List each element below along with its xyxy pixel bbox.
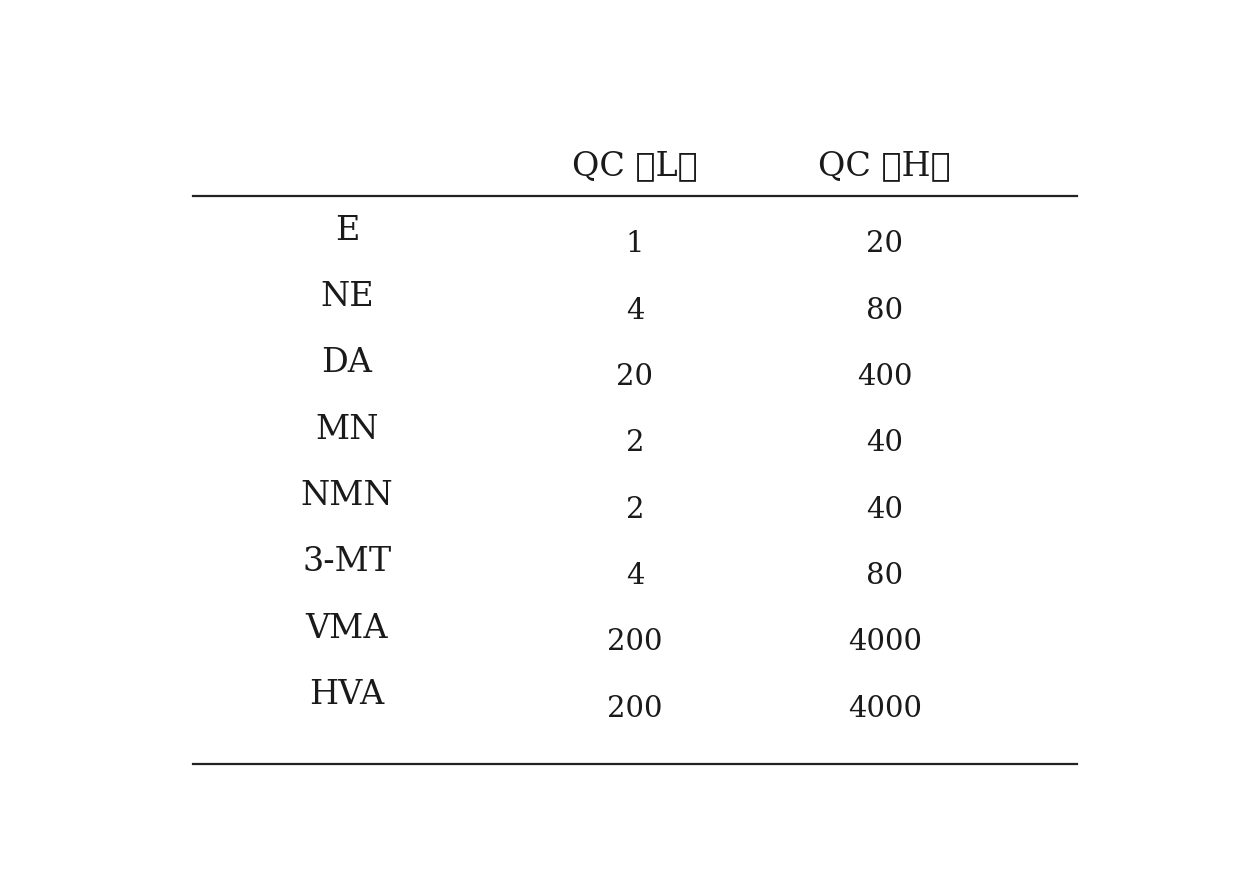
Text: 4000: 4000 xyxy=(847,628,922,656)
Text: 80: 80 xyxy=(866,561,903,589)
Text: 20: 20 xyxy=(866,230,903,258)
Text: DA: DA xyxy=(321,347,373,379)
Text: QC （H）: QC （H） xyxy=(818,150,952,183)
Text: 4: 4 xyxy=(626,296,644,324)
Text: NMN: NMN xyxy=(301,479,393,511)
Text: 400: 400 xyxy=(857,363,912,391)
Text: 4000: 4000 xyxy=(847,694,922,722)
Text: VMA: VMA xyxy=(306,612,388,644)
Text: MN: MN xyxy=(315,414,379,445)
Text: NE: NE xyxy=(320,281,374,313)
Text: HVA: HVA xyxy=(310,678,384,710)
Text: 200: 200 xyxy=(607,628,663,656)
Text: 40: 40 xyxy=(866,428,903,457)
Text: 40: 40 xyxy=(866,495,903,523)
Text: 20: 20 xyxy=(617,363,653,391)
Text: E: E xyxy=(335,214,359,247)
Text: 3-MT: 3-MT xyxy=(302,546,392,578)
Text: 4: 4 xyxy=(626,561,644,589)
Text: 2: 2 xyxy=(626,495,644,523)
Text: QC （L）: QC （L） xyxy=(572,150,698,183)
Text: 1: 1 xyxy=(626,230,644,258)
Text: 2: 2 xyxy=(626,428,644,457)
Text: 200: 200 xyxy=(607,694,663,722)
Text: 80: 80 xyxy=(866,296,903,324)
